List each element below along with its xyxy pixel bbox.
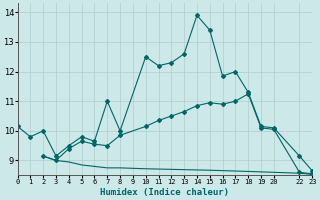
- X-axis label: Humidex (Indice chaleur): Humidex (Indice chaleur): [100, 188, 229, 197]
